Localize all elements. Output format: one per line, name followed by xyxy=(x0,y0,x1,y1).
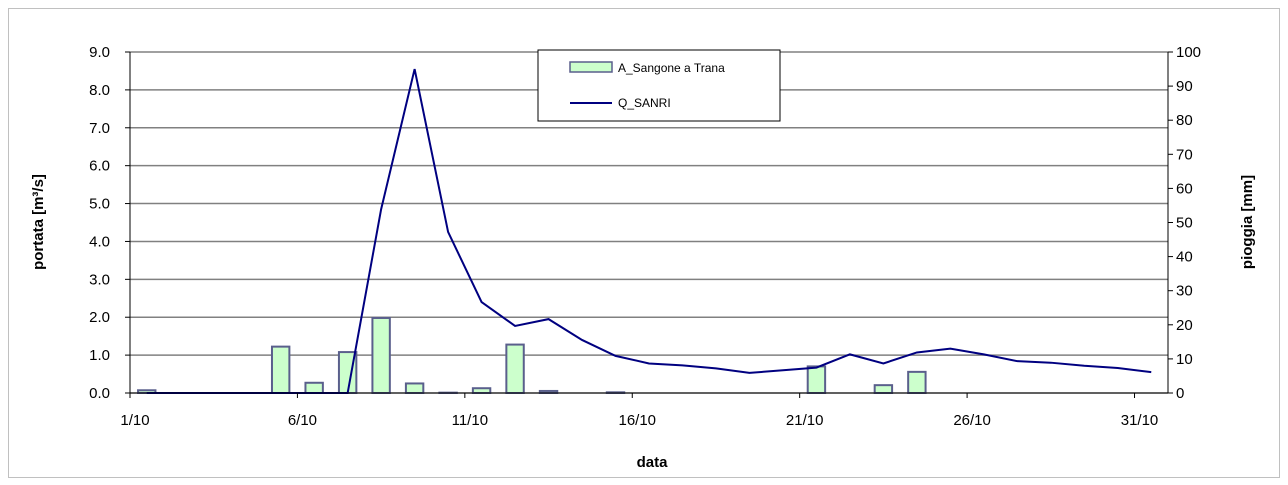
left-tick-label: 0.0 xyxy=(89,385,110,402)
x-tick-label: 6/10 xyxy=(288,412,317,429)
bar xyxy=(873,384,894,395)
x-tick-label: 26/10 xyxy=(953,412,991,429)
x-axis-ticks: 1/10 6/10 11/10 16/10 21/10 26/10 31/10 xyxy=(120,393,1158,429)
right-tick-label: 0 xyxy=(1176,385,1184,402)
right-tick-label: 50 xyxy=(1176,215,1193,232)
right-tick-label: 60 xyxy=(1176,180,1193,197)
left-tick-label: 4.0 xyxy=(89,233,110,250)
left-tick-label: 6.0 xyxy=(89,158,110,175)
bar xyxy=(505,343,525,395)
x-tick-label: 1/10 xyxy=(120,412,149,429)
right-tick-label: 30 xyxy=(1176,283,1193,300)
legend-label-bar: A_Sangone a Trana xyxy=(618,61,725,75)
x-tick-label: 21/10 xyxy=(786,412,824,429)
x-tick-label: 31/10 xyxy=(1121,412,1159,429)
left-tick-label: 2.0 xyxy=(89,309,110,326)
left-tick-label: 7.0 xyxy=(89,120,110,137)
bar xyxy=(270,345,291,394)
legend: A_Sangone a Trana Q_SANRI xyxy=(537,49,781,122)
right-axis-ticks: 0 10 20 30 40 50 60 70 80 90 100 xyxy=(1168,44,1201,402)
bar xyxy=(304,381,324,394)
bar-series xyxy=(137,316,927,395)
left-tick-label: 9.0 xyxy=(89,44,110,61)
y-axis-right-title: pioggia [mm] xyxy=(1239,175,1256,269)
left-axis-ticks: 0.0 1.0 2.0 3.0 4.0 5.0 6.0 7.0 8.0 9.0 xyxy=(89,44,130,402)
left-tick-label: 5.0 xyxy=(89,196,110,213)
bar xyxy=(471,387,492,395)
left-tick-label: 8.0 xyxy=(89,82,110,99)
x-tick-label: 16/10 xyxy=(618,412,656,429)
right-tick-label: 80 xyxy=(1176,112,1193,129)
left-tick-label: 3.0 xyxy=(89,271,110,288)
bar xyxy=(371,316,391,395)
right-tick-label: 90 xyxy=(1176,78,1193,95)
right-tick-label: 10 xyxy=(1176,351,1193,368)
bar xyxy=(907,370,927,395)
left-tick-label: 1.0 xyxy=(89,347,110,364)
legend-label-line: Q_SANRI xyxy=(618,96,671,110)
x-tick-label: 11/10 xyxy=(452,412,488,429)
y-axis-left-title: portata [m³/s] xyxy=(30,174,47,270)
right-tick-label: 70 xyxy=(1176,146,1193,163)
right-tick-label: 20 xyxy=(1176,317,1193,334)
right-tick-label: 100 xyxy=(1176,44,1201,61)
x-axis-title: data xyxy=(637,454,669,471)
bar xyxy=(806,365,827,395)
right-tick-label: 40 xyxy=(1176,249,1193,266)
bar xyxy=(404,382,425,394)
legend-bar-swatch xyxy=(569,61,613,73)
